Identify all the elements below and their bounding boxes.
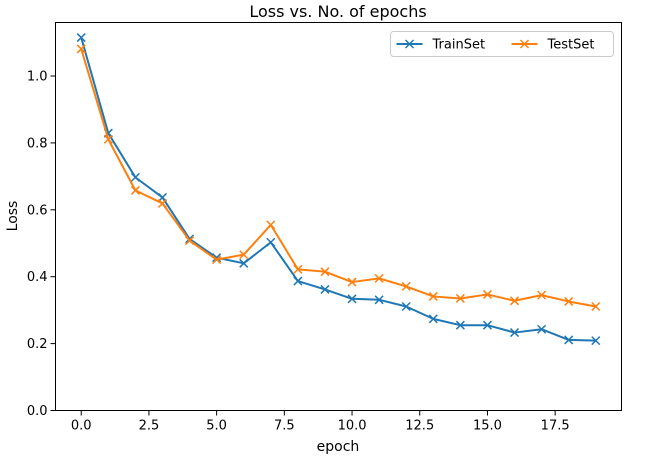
y-tick-label: 0.0 (27, 404, 48, 419)
testset-point (591, 301, 601, 312)
y-tick-label: 0.4 (27, 270, 48, 285)
legend-box (390, 31, 614, 57)
testset-point (212, 255, 222, 265)
trainset-point (428, 314, 438, 324)
trainset-point (482, 320, 492, 330)
testset-point (401, 281, 411, 291)
trainset-point (564, 335, 574, 345)
testset-point (374, 273, 384, 283)
trainset-point (455, 320, 465, 330)
x-tick-label: 0.0 (71, 419, 92, 434)
x-axis-label: epoch (317, 439, 360, 455)
testset-point (428, 291, 438, 301)
testset-point (293, 264, 303, 274)
testset-legend-label: TestSet (547, 38, 595, 53)
trainset-point (130, 172, 140, 182)
y-tick-label: 0.6 (27, 203, 48, 218)
x-tick-label: 7.5 (274, 419, 295, 434)
legend: TrainSet TestSet (390, 31, 614, 57)
trainset-point (347, 294, 357, 304)
x-tick-label: 10.0 (338, 419, 367, 434)
y-tick-label: 0.2 (27, 337, 48, 352)
plot-area-frame (55, 22, 622, 411)
testset-point (103, 134, 113, 144)
x-tick-label: 12.5 (405, 419, 434, 434)
trainset-legend-label: TrainSet (432, 38, 486, 53)
testset-point (130, 185, 140, 195)
y-tick-label: 0.8 (27, 136, 48, 151)
testset-point (266, 220, 276, 230)
x-tick-label: 17.5 (541, 419, 570, 434)
chart-title: Loss vs. No. of epochs (249, 2, 426, 21)
x-tick-label: 5.0 (206, 419, 227, 434)
testset-point (347, 277, 357, 287)
testset-point (537, 290, 547, 300)
testset-point (320, 267, 330, 277)
testset-legend-marker (519, 39, 530, 49)
trainset-point (212, 253, 222, 263)
x-tick-label: 15.0 (473, 419, 502, 434)
trainset-series-line (80, 37, 596, 342)
testset-point (455, 293, 465, 303)
testset-point (509, 296, 520, 306)
testset-point (239, 250, 249, 260)
trainset-point (266, 237, 276, 247)
trainset-point (537, 324, 547, 334)
trainset-legend-marker (404, 39, 415, 49)
trainset-point (76, 33, 86, 43)
testset-point (185, 236, 195, 246)
y-tick-label: 1.0 (27, 70, 48, 85)
y-axis-label: Loss (5, 201, 21, 232)
testset-series-line (80, 48, 596, 308)
testset-point (564, 296, 574, 306)
trainset-point (509, 328, 520, 338)
testset-point (76, 44, 86, 54)
trainset-point (293, 276, 303, 286)
x-tick-label: 2.5 (139, 419, 160, 434)
trainset-point (320, 284, 330, 294)
trainset-point (401, 301, 411, 312)
trainset-point (374, 295, 384, 305)
trainset-point (239, 258, 249, 268)
testset-point (482, 289, 492, 299)
trainset-point (591, 336, 601, 346)
testset-point (157, 198, 168, 208)
